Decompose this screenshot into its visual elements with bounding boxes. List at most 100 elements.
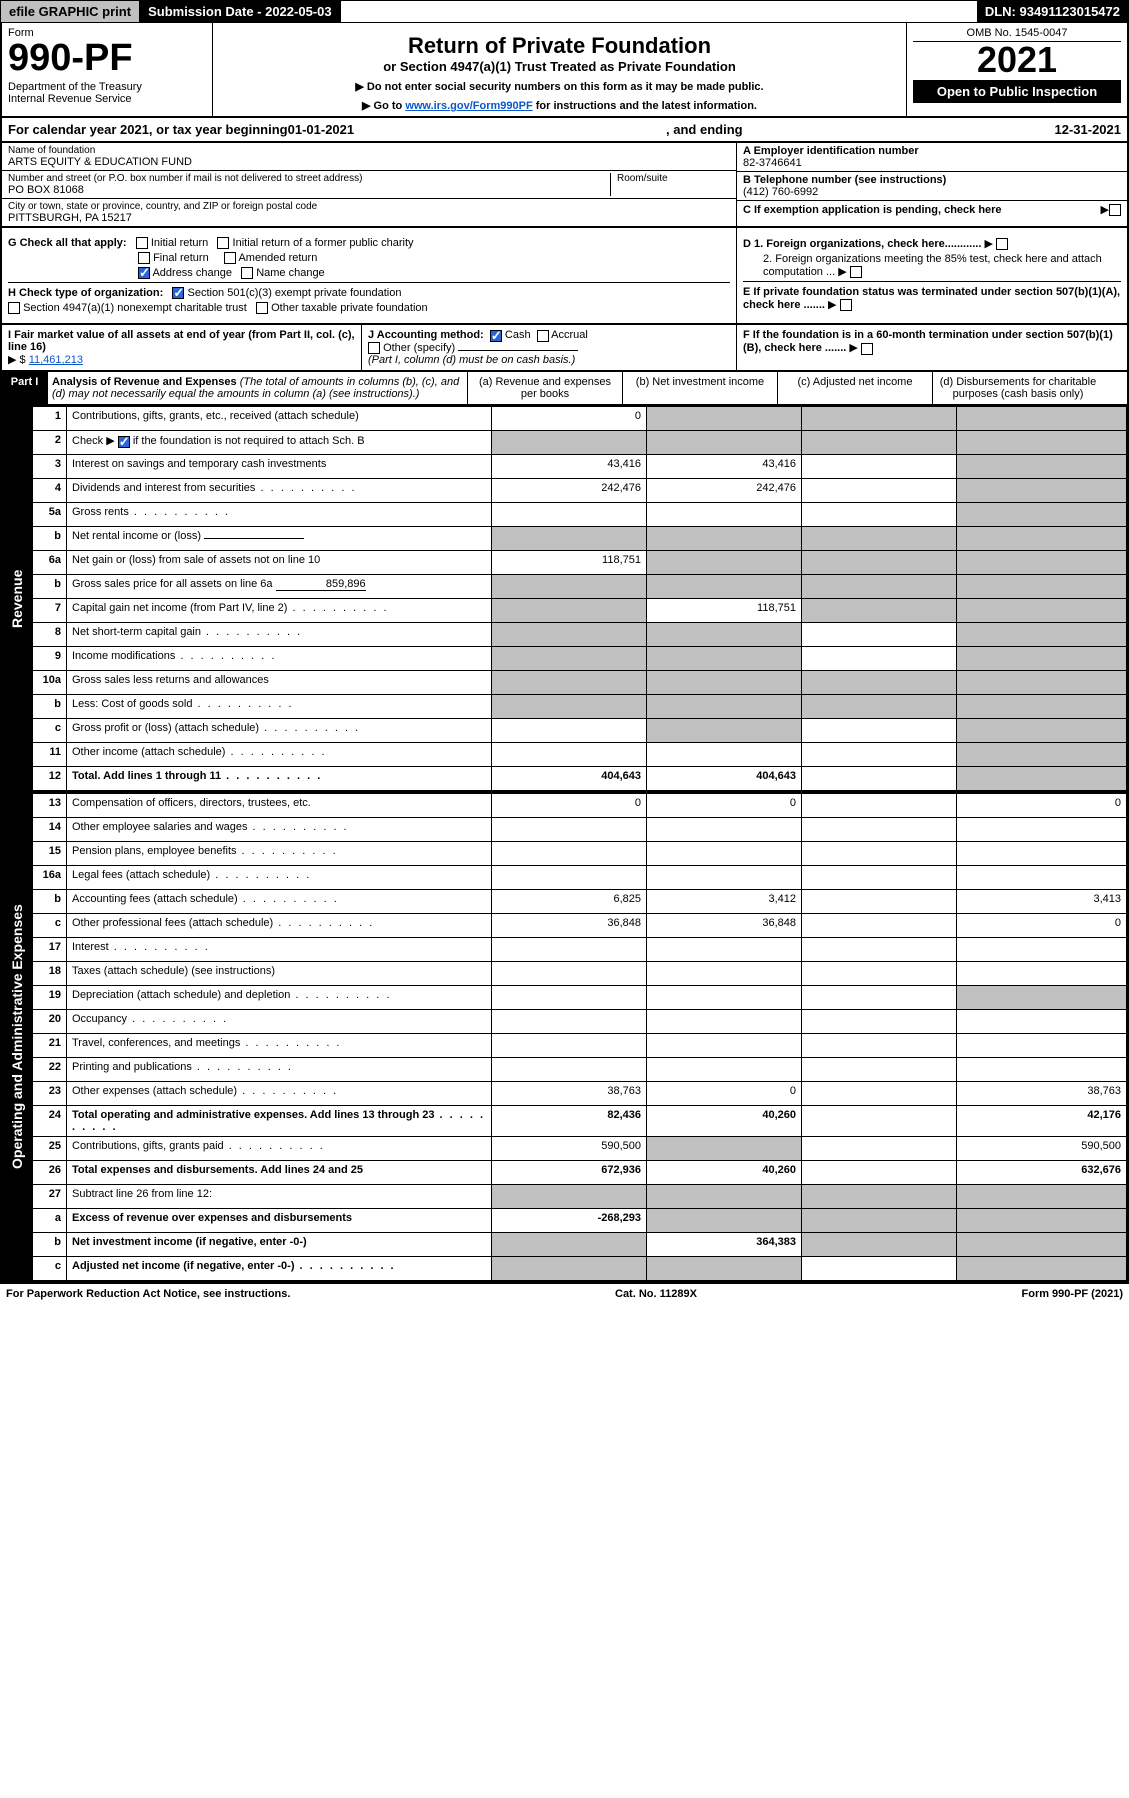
calyear-mid: , and ending bbox=[354, 122, 1054, 137]
e-checkbox[interactable] bbox=[840, 299, 852, 311]
j-block: J Accounting method: Cash Accrual Other … bbox=[362, 325, 737, 370]
ein-row: A Employer identification number 82-3746… bbox=[737, 143, 1127, 172]
other-specify-line bbox=[458, 350, 578, 351]
table-row: 16aLegal fees (attach schedule) bbox=[33, 866, 1127, 890]
table-row: 6aNet gain or (loss) from sale of assets… bbox=[33, 551, 1127, 575]
phone: (412) 760-6992 bbox=[743, 186, 1121, 198]
d2-checkbox[interactable] bbox=[850, 266, 862, 278]
table-row: 20Occupancy bbox=[33, 1010, 1127, 1034]
irs-link[interactable]: www.irs.gov/Form990PF bbox=[405, 100, 532, 112]
cash-checkbox[interactable] bbox=[490, 330, 502, 342]
table-row: 2Check ▶ if the foundation is not requir… bbox=[33, 431, 1127, 455]
h-trust: Section 4947(a)(1) nonexempt charitable … bbox=[23, 302, 247, 314]
dept-label: Department of the Treasury Internal Reve… bbox=[8, 81, 206, 105]
g-block: G Check all that apply: Initial return I… bbox=[2, 228, 737, 323]
addr-row: Number and street (or P.O. box number if… bbox=[2, 171, 736, 199]
table-row: bNet investment income (if negative, ent… bbox=[33, 1233, 1127, 1257]
phone-row: B Telephone number (see instructions) (4… bbox=[737, 172, 1127, 201]
j-accrual: Accrual bbox=[551, 329, 588, 341]
cat-no: Cat. No. 11289X bbox=[615, 1288, 697, 1300]
table-row: 24Total operating and administrative exp… bbox=[33, 1106, 1127, 1137]
foundation-name: ARTS EQUITY & EDUCATION FUND bbox=[8, 156, 730, 168]
table-row: 15Pension plans, employee benefits bbox=[33, 842, 1127, 866]
table-row: 13Compensation of officers, directors, t… bbox=[33, 794, 1127, 818]
part1-header: Part I Analysis of Revenue and Expenses … bbox=[0, 372, 1129, 406]
final-return-checkbox[interactable] bbox=[138, 252, 150, 264]
revenue-side-label: Revenue bbox=[2, 406, 32, 791]
fmv-link[interactable]: 11,461,213 bbox=[29, 354, 83, 366]
arrow-icon bbox=[1101, 203, 1109, 216]
table-row: 9Income modifications bbox=[33, 647, 1127, 671]
address-change-checkbox[interactable] bbox=[138, 267, 150, 279]
table-row: cAdjusted net income (if negative, enter… bbox=[33, 1257, 1127, 1281]
arrow-icon bbox=[849, 342, 857, 354]
table-row: cGross profit or (loss) (attach schedule… bbox=[33, 719, 1127, 743]
accrual-checkbox[interactable] bbox=[537, 330, 549, 342]
g-initial: Initial return bbox=[151, 237, 208, 249]
d1-checkbox[interactable] bbox=[996, 238, 1008, 250]
table-row: bAccounting fees (attach schedule)6,8253… bbox=[33, 890, 1127, 914]
initial-former-checkbox[interactable] bbox=[217, 237, 229, 249]
initial-return-checkbox[interactable] bbox=[136, 237, 148, 249]
form-title: Return of Private Foundation bbox=[219, 27, 900, 59]
expenses-side-label: Operating and Administrative Expenses bbox=[2, 793, 32, 1281]
i-label: I Fair market value of all assets at end… bbox=[8, 329, 355, 353]
d-e-f-block: D 1. Foreign organizations, check here..… bbox=[737, 228, 1127, 323]
name-change-checkbox[interactable] bbox=[241, 267, 253, 279]
g-name-change: Name change bbox=[256, 267, 325, 279]
top-bar: efile GRAPHIC print Submission Date - 20… bbox=[0, 0, 1129, 23]
501c3-checkbox[interactable] bbox=[172, 287, 184, 299]
calyear-end: 12-31-2021 bbox=[1055, 122, 1122, 137]
table-row: 14Other employee salaries and wages bbox=[33, 818, 1127, 842]
table-row: 22Printing and publications bbox=[33, 1058, 1127, 1082]
table-row: bGross sales price for all assets on lin… bbox=[33, 575, 1127, 599]
ssn-note: ▶ Do not enter social security numbers o… bbox=[219, 80, 900, 93]
schb-checkbox[interactable] bbox=[118, 436, 130, 448]
submission-date: Submission Date - 2022-05-03 bbox=[140, 1, 341, 22]
pending-checkbox[interactable] bbox=[1109, 204, 1121, 216]
efile-label: efile GRAPHIC print bbox=[1, 1, 140, 22]
goto-post: for instructions and the latest informat… bbox=[533, 100, 757, 112]
form-number: 990-PF bbox=[8, 39, 206, 77]
amended-return-checkbox[interactable] bbox=[224, 252, 236, 264]
table-row: 25Contributions, gifts, grants paid590,5… bbox=[33, 1137, 1127, 1161]
calyear-pre: For calendar year 2021, or tax year begi… bbox=[8, 122, 288, 137]
4947-checkbox[interactable] bbox=[8, 302, 20, 314]
col-c-header: (c) Adjusted net income bbox=[778, 372, 933, 404]
form-ref: Form 990-PF (2021) bbox=[1022, 1288, 1123, 1300]
table-row: 5aGross rents bbox=[33, 503, 1127, 527]
g-label: G Check all that apply: bbox=[8, 237, 127, 249]
table-row: aExcess of revenue over expenses and dis… bbox=[33, 1209, 1127, 1233]
row5b-line bbox=[204, 538, 304, 539]
revenue-table: 1Contributions, gifts, grants, etc., rec… bbox=[32, 406, 1127, 791]
addr-label: Number and street (or P.O. box number if… bbox=[8, 173, 610, 184]
table-row: 8Net short-term capital gain bbox=[33, 623, 1127, 647]
city: PITTSBURGH, PA 15217 bbox=[8, 212, 730, 224]
h-c3: Section 501(c)(3) exempt private foundat… bbox=[187, 287, 401, 299]
calendar-year-row: For calendar year 2021, or tax year begi… bbox=[0, 118, 1129, 143]
f-block: F If the foundation is in a 60-month ter… bbox=[737, 325, 1127, 370]
i-block: I Fair market value of all assets at end… bbox=[2, 325, 362, 370]
other-taxable-checkbox[interactable] bbox=[256, 302, 268, 314]
table-row: 27Subtract line 26 from line 12: bbox=[33, 1185, 1127, 1209]
part1-label: Part I bbox=[2, 372, 48, 404]
table-row: cOther professional fees (attach schedul… bbox=[33, 914, 1127, 938]
goto-note: ▶ Go to www.irs.gov/Form990PF for instru… bbox=[219, 99, 900, 112]
phone-label: B Telephone number (see instructions) bbox=[743, 174, 1121, 186]
form-header: Form 990-PF Department of the Treasury I… bbox=[0, 23, 1129, 118]
h-label: H Check type of organization: bbox=[8, 287, 163, 299]
table-row: 3Interest on savings and temporary cash … bbox=[33, 455, 1127, 479]
table-row: 17Interest bbox=[33, 938, 1127, 962]
hij-row: I Fair market value of all assets at end… bbox=[0, 325, 1129, 372]
table-row: 23Other expenses (attach schedule)38,763… bbox=[33, 1082, 1127, 1106]
j-cash: Cash bbox=[505, 329, 531, 341]
table-row: 21Travel, conferences, and meetings bbox=[33, 1034, 1127, 1058]
row6b-v: 859,896 bbox=[276, 578, 366, 591]
table-row: 26Total expenses and disbursements. Add … bbox=[33, 1161, 1127, 1185]
col-d-header: (d) Disbursements for charitable purpose… bbox=[933, 372, 1103, 404]
f-checkbox[interactable] bbox=[861, 343, 873, 355]
form-id-block: Form 990-PF Department of the Treasury I… bbox=[2, 23, 212, 116]
row6b-d: Gross sales price for all assets on line… bbox=[72, 578, 273, 590]
revenue-section: Revenue 1Contributions, gifts, grants, e… bbox=[0, 406, 1129, 793]
other-method-checkbox[interactable] bbox=[368, 342, 380, 354]
